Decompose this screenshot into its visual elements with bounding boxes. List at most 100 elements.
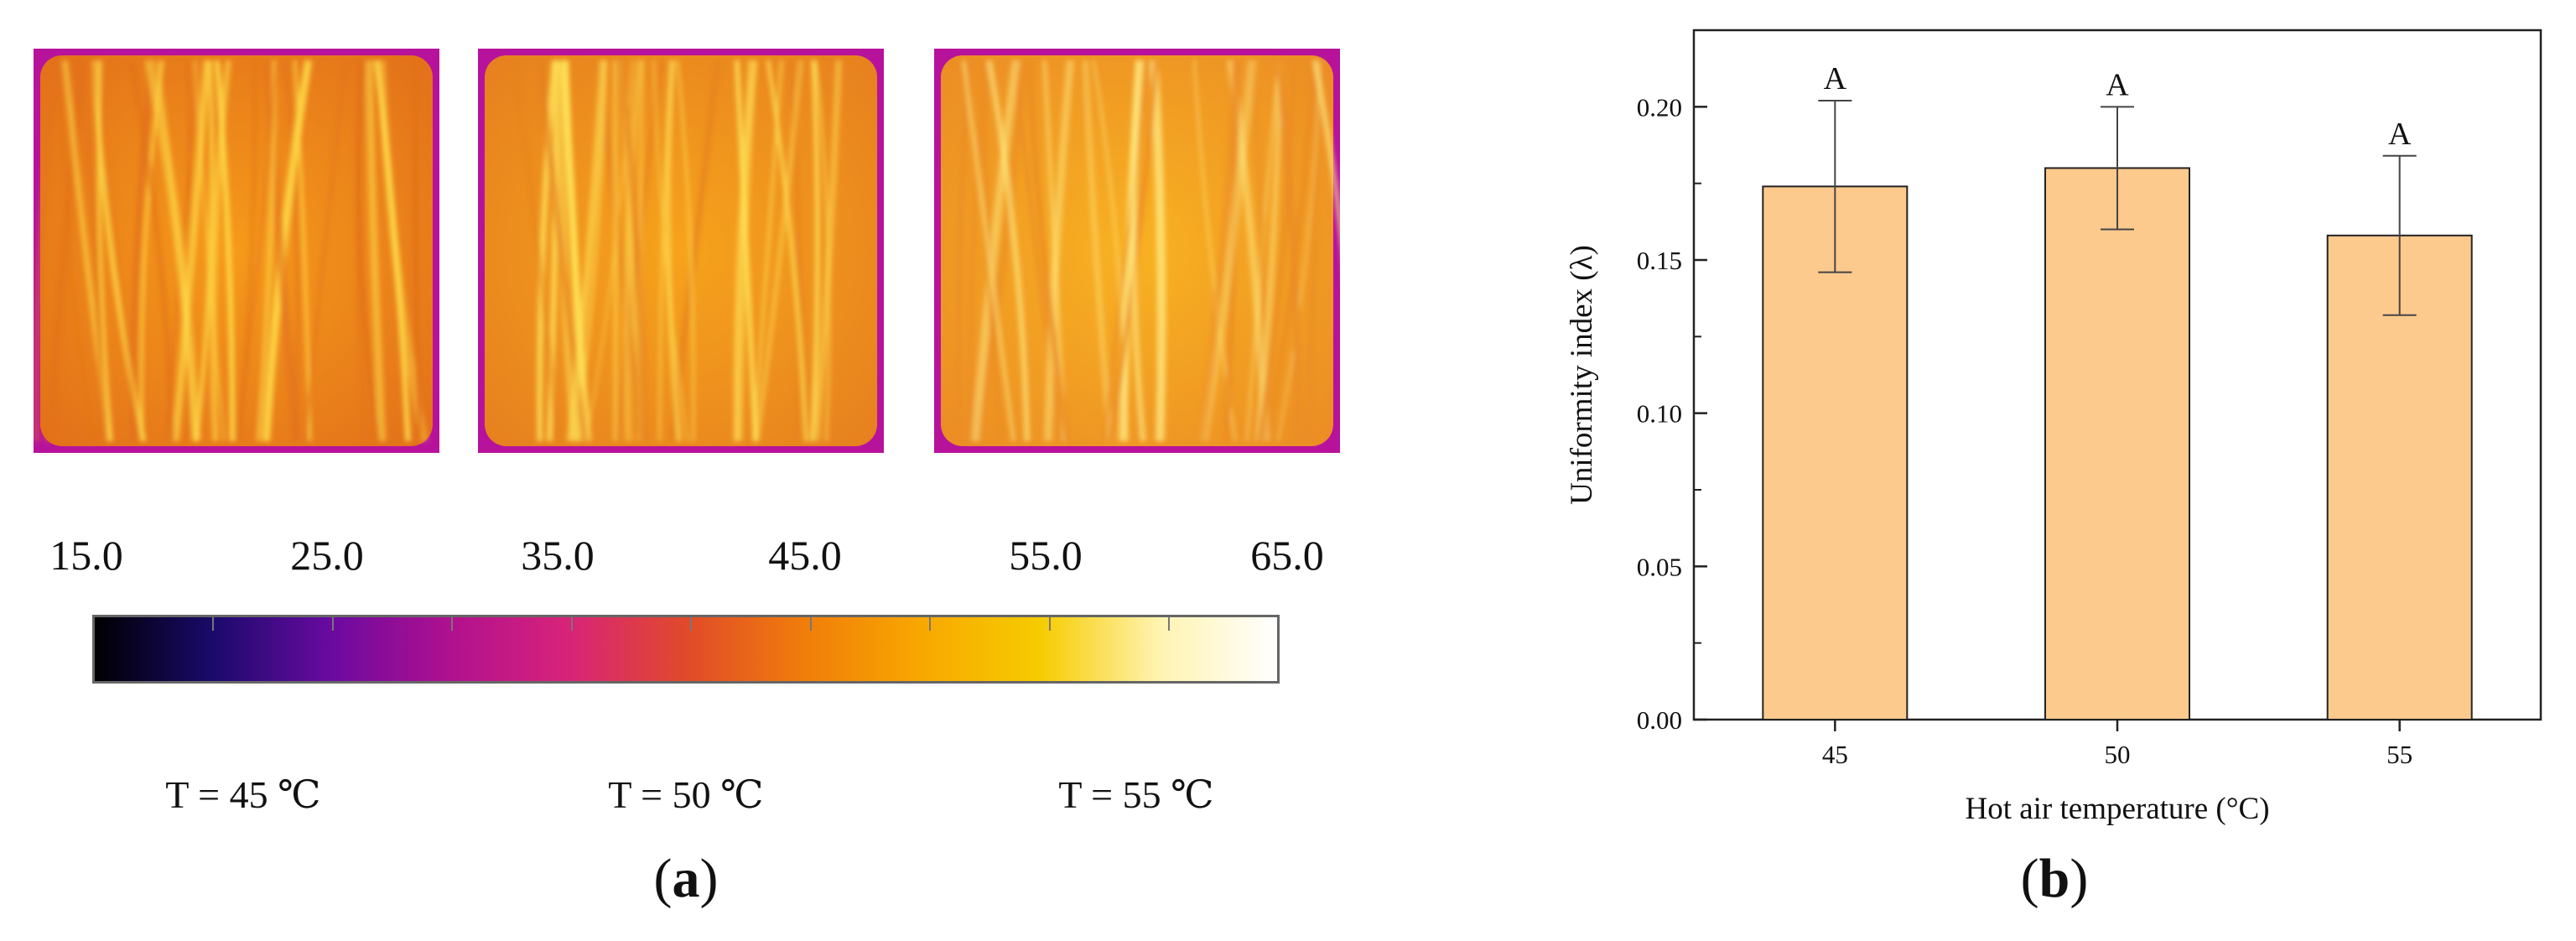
- thermal-streak: [1275, 60, 1302, 442]
- thermal-streaks: [32, 59, 428, 442]
- thermal-canvas: [934, 49, 1361, 453]
- thermal-streak: [972, 60, 1029, 442]
- uniformity-bar-chart: 0.00 0.05 0.10 0.15 0.20 A 45 A 50 A 55 Hot air tem…: [1565, 29, 2542, 826]
- thermal-streak: [1197, 60, 1242, 442]
- significance-label: A: [2106, 67, 2129, 102]
- thermal-streaks: [955, 60, 1361, 442]
- y-tick-label: 0.15: [1637, 246, 1682, 275]
- y-axis-title: Uniformity index (λ): [1565, 245, 1599, 505]
- thermal-streak: [171, 60, 210, 442]
- thermal-panel: 15.0 25.0 35.0 45.0 55.0 65.0 T = 45 ℃ T…: [32, 49, 1361, 909]
- thermal-streak: [214, 60, 236, 442]
- thermal-streak: [752, 60, 783, 442]
- thermal-streak: [676, 60, 695, 442]
- x-tick-label: 50: [2105, 740, 2131, 769]
- colorbar-tick-label: 25.0: [290, 532, 364, 579]
- y-tick-label: 0.20: [1637, 92, 1682, 122]
- thermal-streak: [374, 60, 411, 442]
- thermal-streak: [1107, 60, 1160, 442]
- significance-label: A: [1824, 61, 1847, 96]
- thermal-streak: [144, 59, 201, 442]
- thermal-streak: [810, 60, 820, 442]
- thermal-streak: [96, 60, 113, 442]
- thermal-streak: [668, 60, 721, 442]
- colorbar: [92, 615, 1280, 684]
- thermal-streak: [127, 60, 175, 442]
- thermal-streak: [1092, 60, 1129, 442]
- caption-t45: T = 45 ℃: [165, 773, 321, 816]
- thermal-image-45: [32, 49, 439, 453]
- colorbar-tick: [212, 617, 214, 631]
- panel-label-b: (b): [2020, 848, 2089, 909]
- thermal-streak: [44, 60, 87, 442]
- thermal-streak: [303, 60, 348, 442]
- thermal-canvas: [478, 49, 884, 453]
- thermal-streak: [32, 60, 60, 442]
- thermal-streak: [1130, 60, 1146, 442]
- thermal-streak: [194, 60, 215, 442]
- caption-t55: T = 55 ℃: [1058, 773, 1214, 816]
- thermal-streak: [1102, 60, 1151, 442]
- panel-label-a: (a): [653, 848, 719, 909]
- thermal-streak: [1026, 60, 1071, 442]
- thermal-streak: [971, 60, 1021, 442]
- thermal-streak: [566, 60, 607, 442]
- thermal-streak: [509, 60, 561, 442]
- thermal-streak: [537, 60, 558, 442]
- thermal-streak: [1276, 60, 1322, 442]
- x-tick-label: 55: [2386, 740, 2412, 769]
- thermal-canvas: [32, 49, 439, 453]
- colorbar-tick: [571, 617, 573, 631]
- thermal-streak: [986, 60, 1031, 442]
- thermal-streak: [356, 60, 381, 442]
- colorbar-tick: [690, 617, 692, 631]
- thermal-streak: [1254, 60, 1282, 442]
- thermal-streak: [814, 60, 831, 442]
- thermal-streak: [193, 60, 226, 442]
- bar-55: [2326, 234, 2473, 721]
- thermal-streak: [955, 60, 972, 442]
- thermal-streak: [412, 60, 423, 442]
- colorbar-tick: [1049, 617, 1051, 631]
- bar-50: [2044, 167, 2190, 720]
- thermal-streak: [652, 60, 688, 442]
- colorbar-tick: [929, 617, 931, 631]
- thermal-streak: [355, 60, 369, 442]
- colorbar-tick: [1168, 617, 1170, 631]
- colorbar-tick: [451, 617, 453, 631]
- thermal-streak: [665, 60, 683, 442]
- thermal-streak: [365, 60, 387, 442]
- y-tick-label: 0.05: [1637, 552, 1682, 581]
- colorbar-tick: [332, 617, 334, 631]
- colorbar-tick-label: 15.0: [49, 532, 123, 579]
- thermal-streak: [961, 60, 1015, 442]
- thermal-streak: [615, 60, 647, 442]
- x-tick-label: 45: [1822, 740, 1848, 769]
- colorbar-tick-label: 55.0: [1009, 532, 1083, 579]
- colorbar-tick: [810, 617, 812, 631]
- thermal-streak: [59, 60, 96, 442]
- thermal-streaks: [509, 60, 842, 442]
- thermal-streak: [1082, 60, 1114, 442]
- x-axis-title: Hot air temperature (°C): [1965, 792, 2269, 826]
- significance-label: A: [2388, 117, 2412, 152]
- thermal-streak: [283, 60, 300, 442]
- thermal-streak: [733, 60, 757, 442]
- y-tick-label: 0.00: [1637, 705, 1682, 735]
- thermal-streak: [1043, 60, 1075, 442]
- thermal-image-50: [478, 49, 884, 453]
- colorbar-tick-label: 35.0: [521, 532, 595, 579]
- thermal-streak: [237, 60, 257, 442]
- thermal-streak: [766, 60, 808, 442]
- colorbar-tick-label: 45.0: [768, 532, 842, 579]
- thermal-streak: [1256, 60, 1297, 442]
- colorbar-tick-label: 65.0: [1250, 532, 1324, 579]
- thermal-image-55: [934, 49, 1361, 453]
- thermal-streak: [574, 60, 607, 442]
- thermal-streak: [755, 60, 803, 442]
- thermal-streak: [1149, 60, 1166, 442]
- thermal-streak: [73, 60, 107, 442]
- thermal-streak: [623, 60, 643, 442]
- caption-t50: T = 50 ℃: [608, 773, 764, 816]
- y-tick-label: 0.10: [1637, 399, 1682, 429]
